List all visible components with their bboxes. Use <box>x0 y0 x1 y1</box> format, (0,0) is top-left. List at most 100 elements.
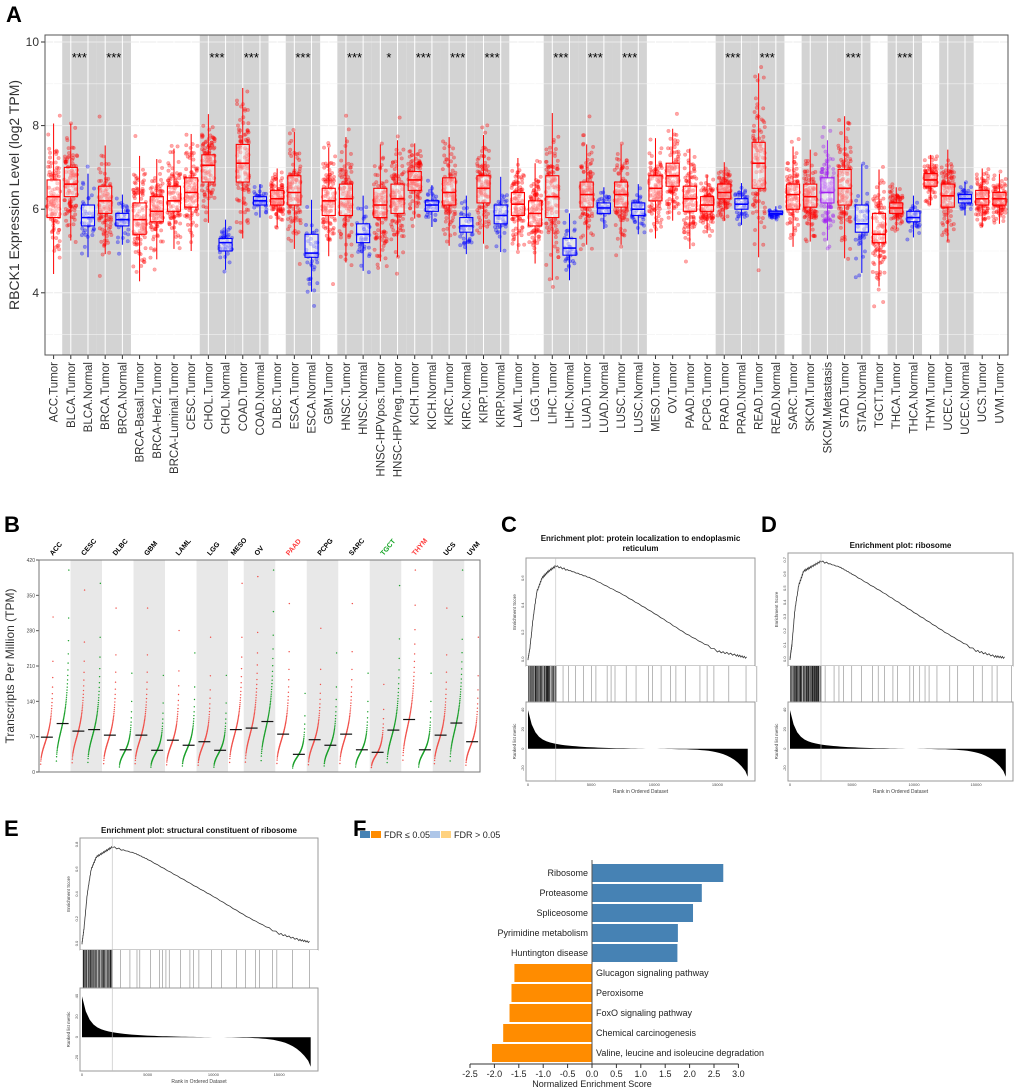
data-point <box>516 243 521 248</box>
data-point <box>200 143 205 148</box>
data-point <box>539 193 544 198</box>
data-point <box>587 152 592 157</box>
data-point <box>173 220 178 225</box>
x-tick-label: PRAD.Normal <box>736 362 748 434</box>
data-point <box>649 160 654 165</box>
data-point <box>349 242 354 247</box>
data-point <box>685 215 690 220</box>
data-point <box>287 224 292 229</box>
data-point <box>98 170 103 175</box>
data-point <box>692 166 697 171</box>
data-point <box>510 182 515 187</box>
x-tick-label: STAD.Normal <box>857 362 869 432</box>
data-point <box>100 214 105 219</box>
data-point <box>48 207 53 212</box>
data-point <box>578 247 583 252</box>
data-point <box>757 136 762 141</box>
data-point <box>737 222 742 227</box>
data-point <box>425 178 430 183</box>
data-point <box>297 157 302 162</box>
data-point <box>691 215 696 220</box>
data-point <box>821 125 826 130</box>
data-point <box>789 139 794 144</box>
data-point <box>564 232 569 237</box>
data-point <box>382 234 387 239</box>
data-point <box>785 221 790 226</box>
data-point <box>753 193 758 198</box>
data-point <box>238 229 243 234</box>
data-point <box>391 228 396 233</box>
data-point <box>408 194 413 199</box>
x-tick-label: HNSC.Tumor <box>341 362 353 431</box>
data-point <box>761 106 766 111</box>
data-point <box>804 239 809 244</box>
data-point <box>63 157 68 162</box>
data-point <box>305 289 310 294</box>
data-point <box>52 201 57 206</box>
data-point <box>133 181 138 186</box>
data-point <box>372 164 377 169</box>
data-point <box>333 154 338 159</box>
data-point <box>254 211 259 216</box>
data-point <box>458 243 463 248</box>
data-point <box>100 220 105 225</box>
data-point <box>189 153 194 158</box>
data-point <box>761 75 766 80</box>
data-point <box>854 256 859 261</box>
x-tick-label: HNSC-HPVneg.Tumor <box>393 362 405 477</box>
data-point <box>750 210 755 215</box>
data-point <box>572 261 577 266</box>
data-point <box>339 158 344 163</box>
data-point <box>54 209 59 214</box>
data-point <box>359 263 364 268</box>
data-point <box>762 188 767 193</box>
data-point <box>297 151 302 156</box>
data-point <box>823 149 828 154</box>
data-point <box>69 168 74 173</box>
data-point <box>160 181 165 186</box>
data-point <box>502 230 507 235</box>
data-point <box>152 179 157 184</box>
data-point <box>616 171 621 176</box>
data-point <box>625 217 630 222</box>
data-point <box>246 138 251 143</box>
data-point <box>544 147 549 152</box>
data-point <box>287 151 292 156</box>
data-point <box>828 223 833 228</box>
data-point <box>363 214 368 219</box>
data-point <box>236 185 241 190</box>
data-point <box>647 209 652 214</box>
data-point <box>777 205 782 210</box>
data-point <box>133 250 138 255</box>
data-point <box>331 181 336 186</box>
data-point <box>831 219 836 224</box>
data-point <box>544 262 549 267</box>
data-point <box>191 157 196 162</box>
x-tick-label: HNSC-HPVpos.Tumor <box>375 362 387 477</box>
box <box>46 179 61 219</box>
data-point <box>66 222 71 227</box>
data-point <box>515 249 520 254</box>
data-point <box>836 146 841 151</box>
data-point <box>552 151 557 156</box>
significance-label: *** <box>416 50 431 65</box>
data-point <box>194 166 199 171</box>
data-point <box>820 134 825 139</box>
data-point <box>204 139 209 144</box>
data-point <box>252 189 257 194</box>
data-point <box>108 222 113 227</box>
x-tick-label: SARC.Tumor <box>788 362 800 430</box>
data-point <box>837 215 842 220</box>
data-point <box>707 233 712 238</box>
box <box>476 175 491 204</box>
data-point <box>821 231 826 236</box>
data-point <box>754 105 759 110</box>
data-point <box>75 154 80 159</box>
data-point <box>159 177 164 182</box>
data-point <box>117 251 122 256</box>
data-point <box>475 157 480 162</box>
data-point <box>759 117 764 122</box>
x-tick-label: LUAD.Tumor <box>582 362 594 429</box>
data-point <box>718 211 723 216</box>
data-point <box>674 111 679 116</box>
